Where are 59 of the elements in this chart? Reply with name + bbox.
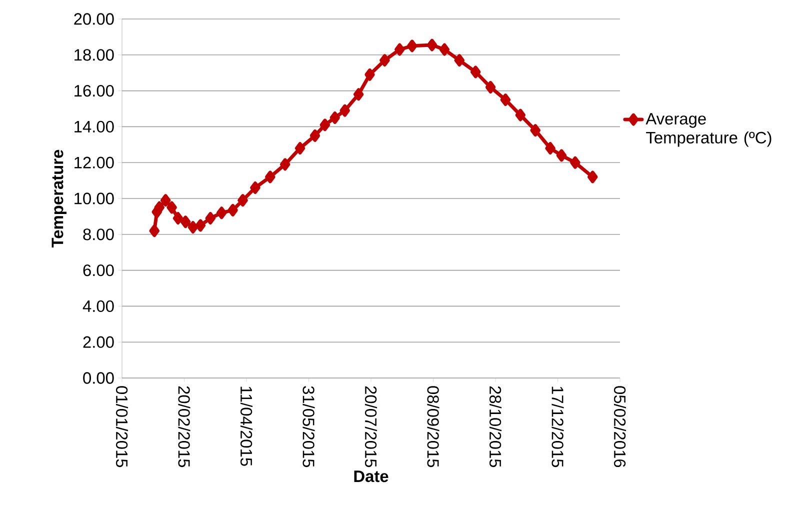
point (320, 118, 330, 132)
point (294, 142, 306, 154)
point (485, 80, 496, 94)
y-tick-label: 8.00 (83, 228, 114, 240)
point (470, 66, 481, 78)
y-tick-label: 20.00 (74, 13, 114, 25)
point (426, 38, 438, 52)
y-tick-label: 14.00 (74, 120, 114, 133)
point (280, 158, 290, 171)
point (205, 212, 216, 224)
point (216, 206, 227, 220)
x-tick-label: 11/04/2015 (240, 386, 253, 466)
legend-label: Average Temperature (ºC) (646, 113, 772, 147)
point (394, 43, 405, 56)
point (530, 124, 540, 137)
point (330, 111, 340, 124)
point (340, 104, 350, 117)
point (500, 94, 511, 106)
point (454, 54, 465, 67)
point (180, 216, 191, 228)
point (160, 194, 171, 207)
y-tick-label: 4.00 (82, 300, 114, 312)
x-tick-label: 28/10/2015 (489, 386, 502, 468)
x-axis-title: Date (354, 470, 388, 482)
point (265, 170, 276, 184)
y-tick-label: 18.00 (74, 49, 114, 61)
point (238, 194, 248, 207)
point (570, 156, 580, 169)
x-tick-label: 31/05/2015 (302, 386, 315, 468)
x-tick-label: 17/12/2015 (552, 386, 564, 468)
y-tick-label: 12.00 (74, 156, 114, 168)
point (166, 201, 177, 214)
point (250, 181, 260, 194)
point (588, 170, 598, 184)
x-tick-label: 05/02/2016 (614, 386, 626, 468)
y-tick-label: 2.00 (83, 336, 114, 348)
y-tick-label: 10.00 (74, 192, 114, 204)
point (556, 149, 567, 162)
point (310, 129, 320, 142)
x-tick-label: 01/01/2015 (116, 386, 128, 468)
point (172, 212, 184, 224)
point (364, 68, 375, 81)
point (195, 219, 206, 232)
point (515, 108, 526, 122)
y-tick-label: 6.00 (83, 264, 114, 276)
y-tick-label: 0.00 (83, 372, 114, 384)
x-tick-label: 08/09/2015 (427, 386, 440, 468)
y-tick-label: 16.00 (74, 84, 114, 97)
point (439, 43, 450, 56)
point (188, 220, 198, 234)
x-tick-label: 20/07/2015 (364, 386, 378, 468)
point (228, 204, 238, 216)
point (545, 142, 556, 154)
y-axis-title: Temperature (52, 150, 66, 248)
x-tick-label: 20/02/2015 (178, 386, 190, 468)
point (149, 224, 160, 238)
point (353, 88, 364, 101)
point (406, 40, 418, 52)
point (380, 54, 390, 67)
